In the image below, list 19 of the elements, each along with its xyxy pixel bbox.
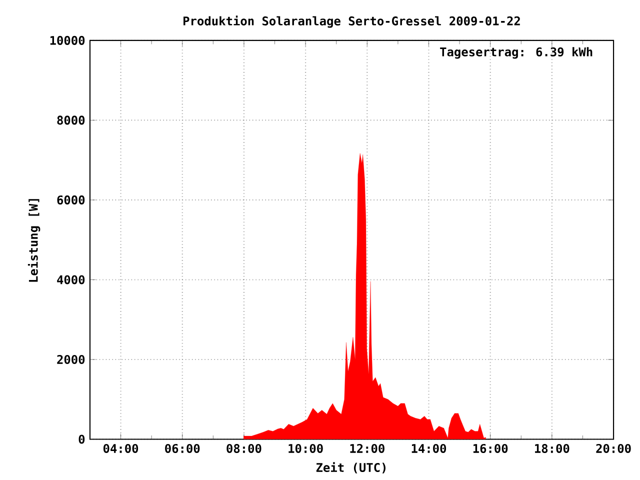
y-tick-label: 2000 — [57, 354, 85, 364]
x-tick-label: 12:00 — [350, 444, 384, 453]
chart-title: Produktion Solaranlage Serto-Gressel 2009-01-22 — [184, 16, 520, 28]
y-tick-label: 8000 — [57, 116, 85, 125]
x-tick-label: 08:00 — [226, 444, 262, 453]
y-axis-title: Leistung [W] — [28, 199, 40, 282]
x-tick-label: 14:00 — [412, 444, 446, 453]
y-tick-label: 10000 — [50, 36, 85, 45]
x-tick-label: 18:00 — [535, 444, 570, 453]
y-tick-label: 4000 — [57, 275, 85, 284]
x-tick-label: 10:00 — [288, 444, 323, 453]
annotation: Tagesertrag: 6.39 kWh — [440, 47, 592, 59]
x-axis-title: Zeit (UTC) — [316, 462, 386, 474]
x-tick-label: 06:00 — [165, 444, 200, 453]
y-tick-label: 6000 — [57, 195, 85, 204]
x-tick-label: 20:00 — [596, 444, 631, 453]
x-tick-label: 16:00 — [473, 444, 508, 453]
y-tick-label: 0 — [78, 434, 85, 444]
x-tick-label: 04:00 — [103, 444, 138, 453]
